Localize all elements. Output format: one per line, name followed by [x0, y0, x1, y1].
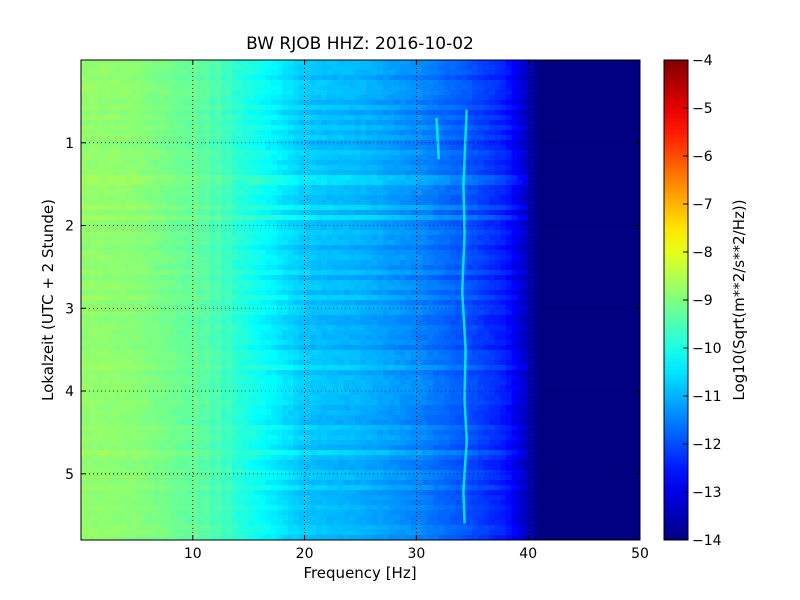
- x-axis-label: Frequency [Hz]: [303, 564, 416, 582]
- colorbar-ticks: −4 −5 −6 −7 −8 −9 −10 −11 −12 −13 −14: [683, 53, 722, 549]
- chart-title: BW RJOB HHZ: 2016-10-02: [246, 34, 474, 54]
- y-tick-label: 3: [65, 301, 74, 317]
- y-tick-label: 1: [65, 136, 74, 152]
- y-axis-ticks: 1 2 3 4 5: [65, 136, 640, 483]
- colorbar-tick-label: −9: [692, 293, 713, 309]
- colorbar-tick-label: −14: [692, 533, 722, 549]
- x-tick-label: 20: [296, 546, 314, 562]
- x-tick-label: 10: [184, 546, 202, 562]
- secondary-narrowband-line: [435, 117, 441, 160]
- narrowband-line: [460, 109, 468, 524]
- colorbar-tick-label: −12: [692, 437, 722, 453]
- colorbar-tick-label: −7: [692, 197, 713, 213]
- colorbar-tick-label: −11: [692, 389, 722, 405]
- y-axis-label: Lokalzeit (UTC + 2 Stunde): [39, 199, 57, 401]
- x-axis-ticks: 10 20 30 40 50: [184, 60, 649, 562]
- x-tick-label: 50: [631, 546, 649, 562]
- colorbar-tick-label: −13: [692, 485, 722, 501]
- grid-lines: [81, 60, 640, 540]
- colorbar-tick-label: −6: [692, 149, 713, 165]
- y-tick-label: 4: [65, 384, 74, 400]
- y-tick-label: 2: [65, 219, 74, 235]
- plot-frame: [80, 59, 641, 541]
- colorbar-tick-label: −4: [692, 53, 713, 69]
- x-tick-label: 30: [407, 546, 425, 562]
- colorbar-tick-label: −8: [692, 245, 713, 261]
- spectrogram-heatmap: [81, 60, 640, 540]
- x-tick-label: 40: [519, 546, 537, 562]
- colorbar-tick-label: −5: [692, 101, 713, 117]
- colorbar-tick-label: −10: [692, 341, 722, 357]
- colorbar-label: Log10(Sqrt(m**2/s**2/Hz)): [730, 199, 748, 400]
- y-tick-label: 5: [65, 467, 74, 483]
